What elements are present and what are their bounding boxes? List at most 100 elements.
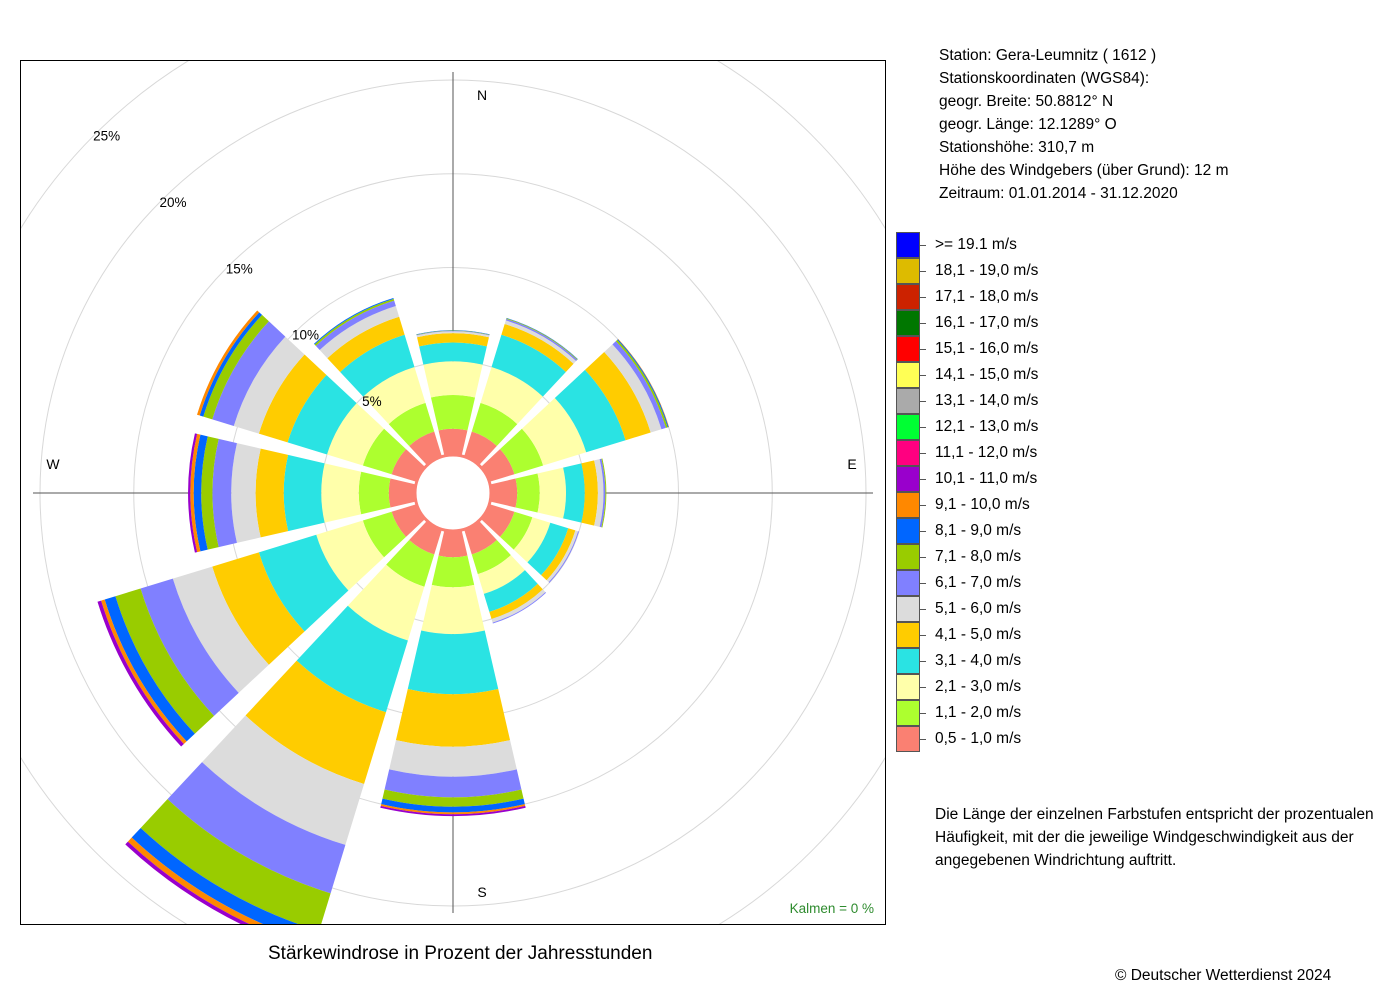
sector-180-class-4 <box>407 630 499 695</box>
sector-180-class-1 <box>438 530 468 558</box>
sector-330-class-6 <box>319 306 400 359</box>
sector-330-class-7 <box>315 300 396 351</box>
sector-300-class-1 <box>391 449 426 482</box>
sector-180-class-9 <box>381 798 525 813</box>
legend-tick <box>920 583 926 584</box>
legend-item: 17,1 - 18,0 m/s <box>896 284 1116 310</box>
legend-label: 12,1 - 13,0 m/s <box>935 418 1039 435</box>
ring-label-20: 20% <box>159 195 186 210</box>
sector-30-class-5 <box>501 323 574 372</box>
sector-240-class-3 <box>316 520 385 591</box>
sector-180-class-5 <box>395 688 511 747</box>
sector-0-class-3 <box>423 361 483 398</box>
legend-label: 14,1 - 15,0 m/s <box>935 366 1039 383</box>
sector-60-class-4 <box>554 369 626 453</box>
ring-label-15: 15% <box>226 261 253 276</box>
sector-120-class-6 <box>546 530 579 583</box>
legend-item: 12,1 - 13,0 m/s <box>896 414 1116 440</box>
sector-120-class-4 <box>527 522 569 576</box>
legend-label: 5,1 - 6,0 m/s <box>935 600 1022 617</box>
sector-210-class-3 <box>347 564 425 641</box>
sector-180-class-8 <box>382 789 524 807</box>
sector-0-class-8 <box>416 330 490 336</box>
legend-label: 8,1 - 9,0 m/s <box>935 522 1022 539</box>
copyright: © Deutscher Wetterdienst 2024 <box>1115 967 1332 984</box>
sector-90-class-2 <box>515 473 540 513</box>
legend-tick <box>920 297 926 298</box>
sector-210-class-4 <box>296 605 408 713</box>
sector-270-class-3 <box>321 463 362 523</box>
legend-swatch <box>896 466 920 492</box>
legend-tick <box>920 453 926 454</box>
sector-0-class-5 <box>417 333 489 347</box>
sector-30-class-6 <box>504 320 577 364</box>
legend-swatch <box>896 596 920 622</box>
legend-label: 15,1 - 16,0 m/s <box>935 340 1039 357</box>
legend-label: 6,1 - 7,0 m/s <box>935 574 1022 591</box>
sector-210-class-9 <box>131 827 299 924</box>
legend-label: 9,1 - 10,0 m/s <box>935 496 1030 513</box>
legend-item: 15,1 - 16,0 m/s <box>896 336 1116 362</box>
sector-150-class-3 <box>477 555 525 594</box>
legend-swatch <box>896 726 920 752</box>
sector-270-class-7 <box>212 438 237 548</box>
legend-label: 1,1 - 2,0 m/s <box>935 704 1022 721</box>
sector-30-class-1 <box>464 431 497 466</box>
legend-swatch <box>896 622 920 648</box>
sector-90-class-6 <box>594 459 604 527</box>
legend-label: 17,1 - 18,0 m/s <box>935 288 1039 305</box>
sector-180-class-7 <box>384 769 522 798</box>
sector-90-class-5 <box>581 460 598 526</box>
sector-150-class-6 <box>491 589 546 623</box>
sector-270-class-6 <box>231 443 261 543</box>
sector-90-class-1 <box>490 478 518 508</box>
sector-270-class-1 <box>388 478 416 508</box>
legend-tick <box>920 349 926 350</box>
legend-tick <box>920 739 926 740</box>
legend-label: 16,1 - 17,0 m/s <box>935 314 1039 331</box>
legend-item: 8,1 - 9,0 m/s <box>896 518 1116 544</box>
legend-swatch <box>896 518 920 544</box>
sector-240-class-2 <box>362 511 407 558</box>
legend-label: 13,1 - 14,0 m/s <box>935 392 1039 409</box>
anemometer-height: Höhe des Windgebers (über Grund): 12 m <box>939 162 1229 179</box>
sector-180-class-10 <box>380 804 526 815</box>
sector-270-class-9 <box>193 434 208 552</box>
sector-120-class-5 <box>541 528 576 581</box>
legend-item: 2,1 - 3,0 m/s <box>896 674 1116 700</box>
sector-210-class-6 <box>202 715 365 845</box>
legend-swatch <box>896 258 920 284</box>
compass-east: E <box>847 456 856 472</box>
sector-330-class-2 <box>388 402 435 447</box>
legend-label: 18,1 - 19,0 m/s <box>935 262 1039 279</box>
legend-swatch <box>896 232 920 258</box>
sector-90-class-4 <box>563 463 585 523</box>
legend-tick <box>920 661 926 662</box>
sector-150-class-1 <box>464 520 497 555</box>
sector-270-class-10 <box>190 433 201 553</box>
compass-north: N <box>477 87 487 103</box>
latitude: geogr. Breite: 50.8812° N <box>939 93 1114 110</box>
sector-240-class-6 <box>172 566 269 693</box>
station-name: Station: Gera-Leumnitz ( 1612 ) <box>939 47 1157 64</box>
legend-label: 10,1 - 11,0 m/s <box>935 470 1038 487</box>
legend-tick <box>920 401 926 402</box>
ring-label-25: 25% <box>93 129 120 144</box>
sector-240-class-7 <box>140 578 239 716</box>
legend-item: 0,5 - 1,0 m/s <box>896 726 1116 752</box>
legend-item: 3,1 - 4,0 m/s <box>896 648 1116 674</box>
sector-300-class-5 <box>258 354 327 443</box>
legend-item: 16,1 - 17,0 m/s <box>896 310 1116 336</box>
legend-item: 5,1 - 6,0 m/s <box>896 596 1116 622</box>
sector-270-class-11 <box>188 433 198 553</box>
sector-0-class-1 <box>438 428 468 456</box>
legend-tick <box>920 479 926 480</box>
sector-240-class-1 <box>391 504 426 537</box>
sector-150-class-5 <box>489 583 543 619</box>
sector-180-class-2 <box>431 555 475 588</box>
legend-swatch <box>896 648 920 674</box>
sector-330-class-5 <box>327 316 405 372</box>
legend-tick <box>920 713 926 714</box>
legend-item: 14,1 - 15,0 m/s <box>896 362 1116 388</box>
sector-0-class-7 <box>416 330 490 336</box>
